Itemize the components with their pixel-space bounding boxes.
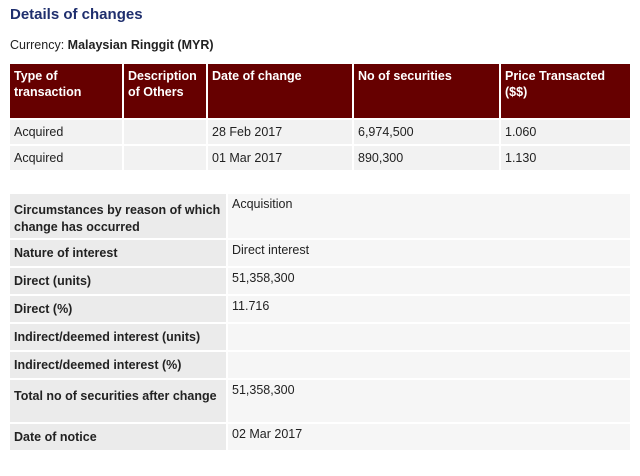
detail-label: Circumstances by reason of which change …	[10, 194, 226, 238]
detail-value: 02 Mar 2017	[228, 424, 630, 450]
detail-value: Direct interest	[228, 240, 630, 266]
detail-row-direct-percent: Direct (%) 11.716	[10, 296, 630, 322]
detail-row-date-of-notice: Date of notice 02 Mar 2017	[10, 424, 630, 450]
detail-row-circumstances: Circumstances by reason of which change …	[10, 194, 630, 238]
header-date-of-change: Date of change	[208, 64, 352, 118]
section-title: Details of changes	[10, 6, 143, 23]
cell-type: Acquired	[10, 120, 122, 144]
table-row: Acquired 01 Mar 2017 890,300 1.130	[10, 146, 630, 170]
cell-description	[124, 120, 206, 144]
header-type-of-transaction: Type of transaction	[10, 64, 122, 118]
table-row: Acquired 28 Feb 2017 6,974,500 1.060	[10, 120, 630, 144]
header-no-of-securities: No of securities	[354, 64, 499, 118]
changes-header-row: Type of transaction Description of Other…	[10, 64, 630, 118]
detail-value: Acquisition	[228, 194, 630, 238]
cell-date: 01 Mar 2017	[208, 146, 352, 170]
changes-table: Type of transaction Description of Other…	[8, 62, 632, 172]
cell-type: Acquired	[10, 146, 122, 170]
currency-value: Malaysian Ringgit (MYR)	[67, 38, 214, 52]
detail-value: 11.716	[228, 296, 630, 322]
cell-description	[124, 146, 206, 170]
detail-label: Nature of interest	[10, 240, 226, 266]
header-price-transacted: Price Transacted ($$)	[501, 64, 630, 118]
cell-securities: 890,300	[354, 146, 499, 170]
detail-row-direct-units: Direct (units) 51,358,300	[10, 268, 630, 294]
header-description-of-others: Description of Others	[124, 64, 206, 118]
detail-row-indirect-percent: Indirect/deemed interest (%)	[10, 352, 630, 378]
detail-row-indirect-units: Indirect/deemed interest (units)	[10, 324, 630, 350]
detail-value: 51,358,300	[228, 380, 630, 422]
detail-label: Indirect/deemed interest (%)	[10, 352, 226, 378]
detail-value: 51,358,300	[228, 268, 630, 294]
currency-line: Currency: Malaysian Ringgit (MYR)	[10, 38, 214, 52]
cell-price: 1.130	[501, 146, 630, 170]
cell-date: 28 Feb 2017	[208, 120, 352, 144]
cell-price: 1.060	[501, 120, 630, 144]
detail-label: Direct (%)	[10, 296, 226, 322]
detail-value	[228, 352, 630, 378]
detail-value	[228, 324, 630, 350]
detail-label: Total no of securities after change	[10, 380, 226, 422]
detail-label: Direct (units)	[10, 268, 226, 294]
detail-label: Date of notice	[10, 424, 226, 450]
detail-label: Indirect/deemed interest (units)	[10, 324, 226, 350]
detail-row-total-securities: Total no of securities after change 51,3…	[10, 380, 630, 422]
detail-row-nature-of-interest: Nature of interest Direct interest	[10, 240, 630, 266]
cell-securities: 6,974,500	[354, 120, 499, 144]
currency-label: Currency:	[10, 38, 65, 52]
details-table: Circumstances by reason of which change …	[8, 192, 632, 452]
